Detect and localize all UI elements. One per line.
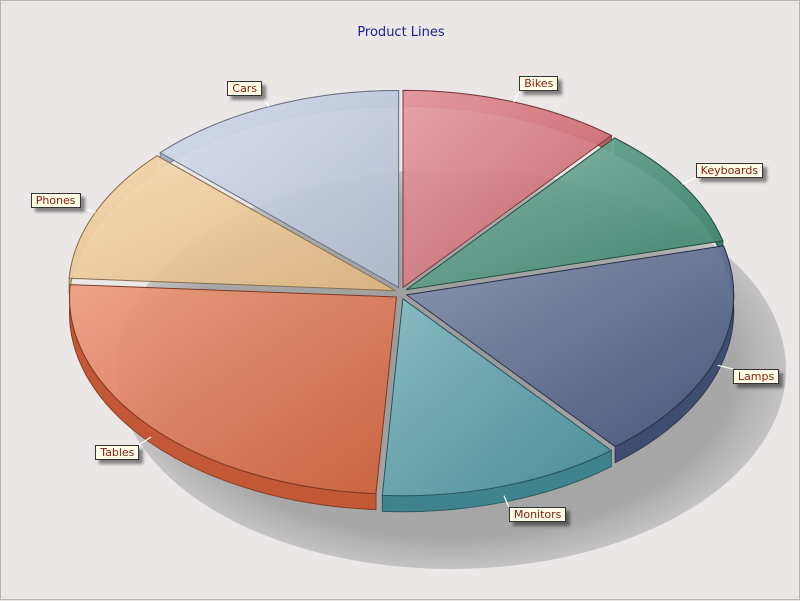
slice-monitors[interactable] <box>381 297 613 497</box>
leader-line-cars <box>261 95 270 107</box>
leader-line-tables <box>138 436 152 446</box>
chart-title: Product Lines <box>357 25 445 40</box>
slice-label-monitors: Monitors <box>508 507 567 523</box>
leader-line-keyboards <box>681 177 696 185</box>
slice-label-lamps: Lamps <box>732 369 780 385</box>
leader-line-monitors <box>503 495 510 508</box>
slice-phones[interactable] <box>68 155 396 292</box>
slice-label-tables: Tables <box>95 444 140 460</box>
slice-lamps[interactable] <box>405 245 735 448</box>
slice-bikes[interactable] <box>402 89 613 289</box>
leader-line-lamps <box>717 364 734 370</box>
slice-label-keyboards: Keyboards <box>695 162 764 178</box>
slice-tables[interactable] <box>69 284 398 495</box>
slice-label-phones: Phones <box>30 192 81 208</box>
leader-line-bikes <box>513 90 520 103</box>
leader-line-phones <box>80 207 96 213</box>
slice-label-cars: Cars <box>227 80 263 96</box>
slice-label-bikes: Bikes <box>519 75 559 91</box>
